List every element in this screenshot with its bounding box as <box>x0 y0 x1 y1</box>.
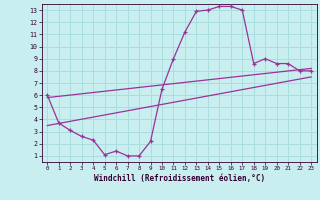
X-axis label: Windchill (Refroidissement éolien,°C): Windchill (Refroidissement éolien,°C) <box>94 174 265 183</box>
